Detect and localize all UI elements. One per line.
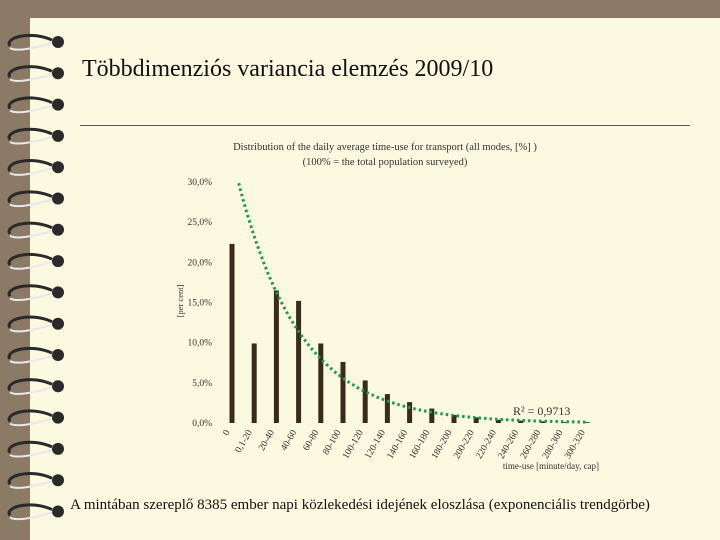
x-tick-label: 220-240 xyxy=(475,428,500,461)
r-squared-label: R² = 0,9713 xyxy=(513,404,570,418)
binding-ring xyxy=(7,221,64,239)
binding-ring xyxy=(7,252,64,270)
y-tick-label: 5,0% xyxy=(192,379,212,389)
bar xyxy=(473,417,479,423)
bar xyxy=(229,243,235,423)
x-tick-label: 40-60 xyxy=(279,428,299,452)
x-tick-label: 200-220 xyxy=(452,428,477,461)
bar xyxy=(451,414,457,423)
bar xyxy=(384,394,390,423)
y-tick-label: 25,0% xyxy=(187,218,212,228)
title-divider xyxy=(80,125,690,126)
x-tick-label: 260-280 xyxy=(519,428,544,461)
x-tick-label: 160-180 xyxy=(408,428,433,461)
bar xyxy=(251,343,257,423)
bar xyxy=(562,422,568,423)
bar xyxy=(540,421,546,423)
binding-ring xyxy=(7,159,64,176)
bar xyxy=(362,380,368,423)
bar xyxy=(273,290,279,423)
chart-subtitle: (100% = the total population surveyed) xyxy=(303,157,468,168)
x-tick-label: 80-100 xyxy=(321,428,343,457)
paper-background xyxy=(30,18,720,540)
binding-ring xyxy=(7,315,64,333)
spiral-binding xyxy=(7,33,64,521)
y-axis-ticks: 0,0% 5,0% 10,0% 15,0% 20,0% 25,0% 30,0% xyxy=(187,178,212,429)
bar xyxy=(429,408,435,423)
x-tick-label: 120-140 xyxy=(364,428,389,461)
x-tick-label: 180-200 xyxy=(430,428,455,461)
binding-ring xyxy=(7,409,64,427)
binding-ring xyxy=(7,33,64,51)
binding-ring xyxy=(7,284,64,302)
x-axis-label: time-use [minute/day, cap] xyxy=(503,461,599,471)
x-tick-label: 280-300 xyxy=(541,428,566,461)
binding-ring xyxy=(7,65,64,82)
y-tick-label: 15,0% xyxy=(187,299,212,309)
slide-title: Többdimenziós variancia elemzés 2009/10 xyxy=(82,56,494,82)
y-tick-label: 10,0% xyxy=(187,339,212,349)
binding-ring xyxy=(7,96,64,114)
y-tick-label: 30,0% xyxy=(187,178,212,188)
slide-caption: A mintában szereplő 8385 ember napi közl… xyxy=(70,497,650,513)
binding-ring xyxy=(7,346,64,364)
bar xyxy=(584,422,590,423)
binding-ring xyxy=(7,190,64,208)
binding-ring xyxy=(7,503,64,521)
x-tick-label: 60-80 xyxy=(302,428,322,452)
bar xyxy=(340,361,346,423)
chart-title: Distribution of the daily average time-u… xyxy=(233,142,537,153)
y-tick-label: 20,0% xyxy=(187,258,212,268)
y-axis-label: [per cent] xyxy=(175,284,185,317)
bar xyxy=(495,419,501,423)
bars xyxy=(229,243,590,423)
trendline xyxy=(237,182,588,424)
y-tick-label: 0,0% xyxy=(192,419,212,429)
bar xyxy=(518,420,524,423)
binding-ring xyxy=(7,378,64,395)
binding-ring xyxy=(7,440,64,458)
x-tick-label: 0 xyxy=(222,428,233,437)
x-tick-label: 0,1-20 xyxy=(234,428,255,454)
binding-ring xyxy=(7,472,64,489)
x-axis-ticks: 0 0,1-20 20-40 40-60 60-80 80-100100-120120-1… xyxy=(222,428,588,461)
x-tick-label: 300-320 xyxy=(563,428,588,461)
bar xyxy=(318,343,324,423)
x-tick-label: 100-120 xyxy=(341,428,366,461)
bar xyxy=(407,402,413,423)
x-tick-label: 20-40 xyxy=(257,428,277,452)
x-tick-label: 140-160 xyxy=(386,428,411,461)
bar xyxy=(296,300,302,423)
x-tick-label: 240-260 xyxy=(497,428,522,461)
binding-ring xyxy=(7,127,64,145)
